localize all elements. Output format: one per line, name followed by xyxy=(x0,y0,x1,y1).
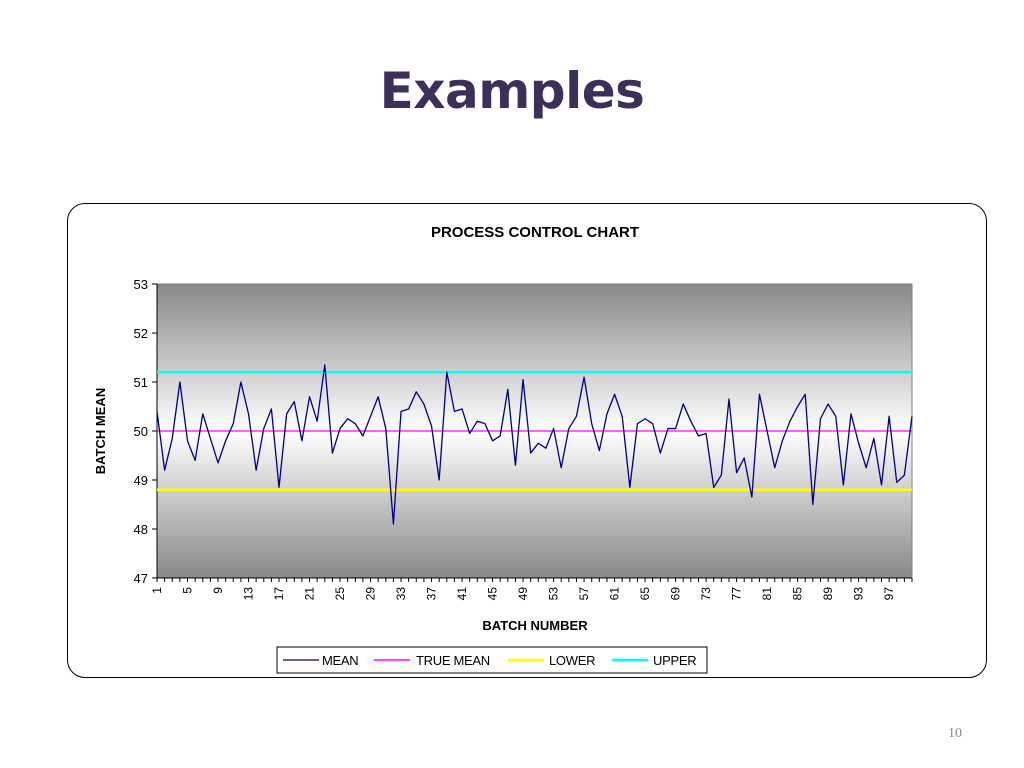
legend-true-mean-label: TRUE MEAN xyxy=(416,653,490,668)
x-tick-label: 17 xyxy=(272,587,286,601)
x-tick-label: 97 xyxy=(882,587,896,601)
x-tick-label: 33 xyxy=(394,587,408,601)
y-tick-label: 48 xyxy=(134,522,148,537)
x-tick-label: 85 xyxy=(791,587,805,601)
legend-mean-label: MEAN xyxy=(322,653,358,668)
x-tick-label: 37 xyxy=(425,587,439,601)
x-tick-label: 81 xyxy=(760,587,774,601)
x-tick-label: 21 xyxy=(303,587,317,601)
x-tick-label: 5 xyxy=(181,587,195,594)
x-tick-label: 57 xyxy=(577,587,591,601)
x-tick-label: 49 xyxy=(516,587,530,601)
x-tick-label: 29 xyxy=(364,587,378,601)
x-tick-label: 93 xyxy=(852,587,866,601)
y-tick-label: 52 xyxy=(134,326,148,341)
x-tick-label: 41 xyxy=(455,587,469,601)
x-tick-label: 13 xyxy=(242,587,256,601)
x-axis: 1 5 9 13 17 21 25 29 33 37 41 45 49 53 57 61 65 69 73 77 81 8… xyxy=(150,577,913,601)
y-axis: 47 48 49 50 51 52 53 xyxy=(134,277,158,586)
process-control-chart: PROCESS CONTROL CHART 47 48 49 50 51 52 53 1 5 9… xyxy=(93,224,913,674)
legend-lower-label: LOWER xyxy=(549,653,595,668)
x-tick-label: 25 xyxy=(333,587,347,601)
slide-title: Examples xyxy=(379,62,645,120)
x-tick-label: 69 xyxy=(669,587,683,601)
x-axis-label: BATCH NUMBER xyxy=(482,618,588,633)
x-tick-label: 61 xyxy=(608,587,622,601)
mean-line xyxy=(156,364,913,525)
y-tick-label: 49 xyxy=(134,473,148,488)
x-tick-label: 1 xyxy=(150,587,164,594)
x-tick-label: 77 xyxy=(730,587,744,601)
legend: MEAN TRUE MEAN LOWER UPPER xyxy=(276,646,708,674)
x-tick-label: 73 xyxy=(699,587,713,601)
slide-number: 10 xyxy=(948,726,962,741)
x-tick-label: 65 xyxy=(638,587,652,601)
y-tick-label: 53 xyxy=(134,277,148,292)
x-tick-label: 45 xyxy=(486,587,500,601)
x-tick-label: 89 xyxy=(821,587,835,601)
x-tick-label: 53 xyxy=(547,587,561,601)
series-lines xyxy=(156,364,913,525)
y-tick-label: 51 xyxy=(134,375,148,390)
chart-title: PROCESS CONTROL CHART xyxy=(431,224,639,241)
legend-upper-label: UPPER xyxy=(653,653,696,668)
y-tick-label: 47 xyxy=(134,571,148,586)
x-tick-label: 9 xyxy=(211,587,225,594)
chart-frame: PROCESS CONTROL CHART 47 48 49 50 51 52 53 1 5 9… xyxy=(67,203,987,678)
y-axis-label: BATCH MEAN xyxy=(93,388,108,474)
y-tick-label: 50 xyxy=(134,424,148,439)
